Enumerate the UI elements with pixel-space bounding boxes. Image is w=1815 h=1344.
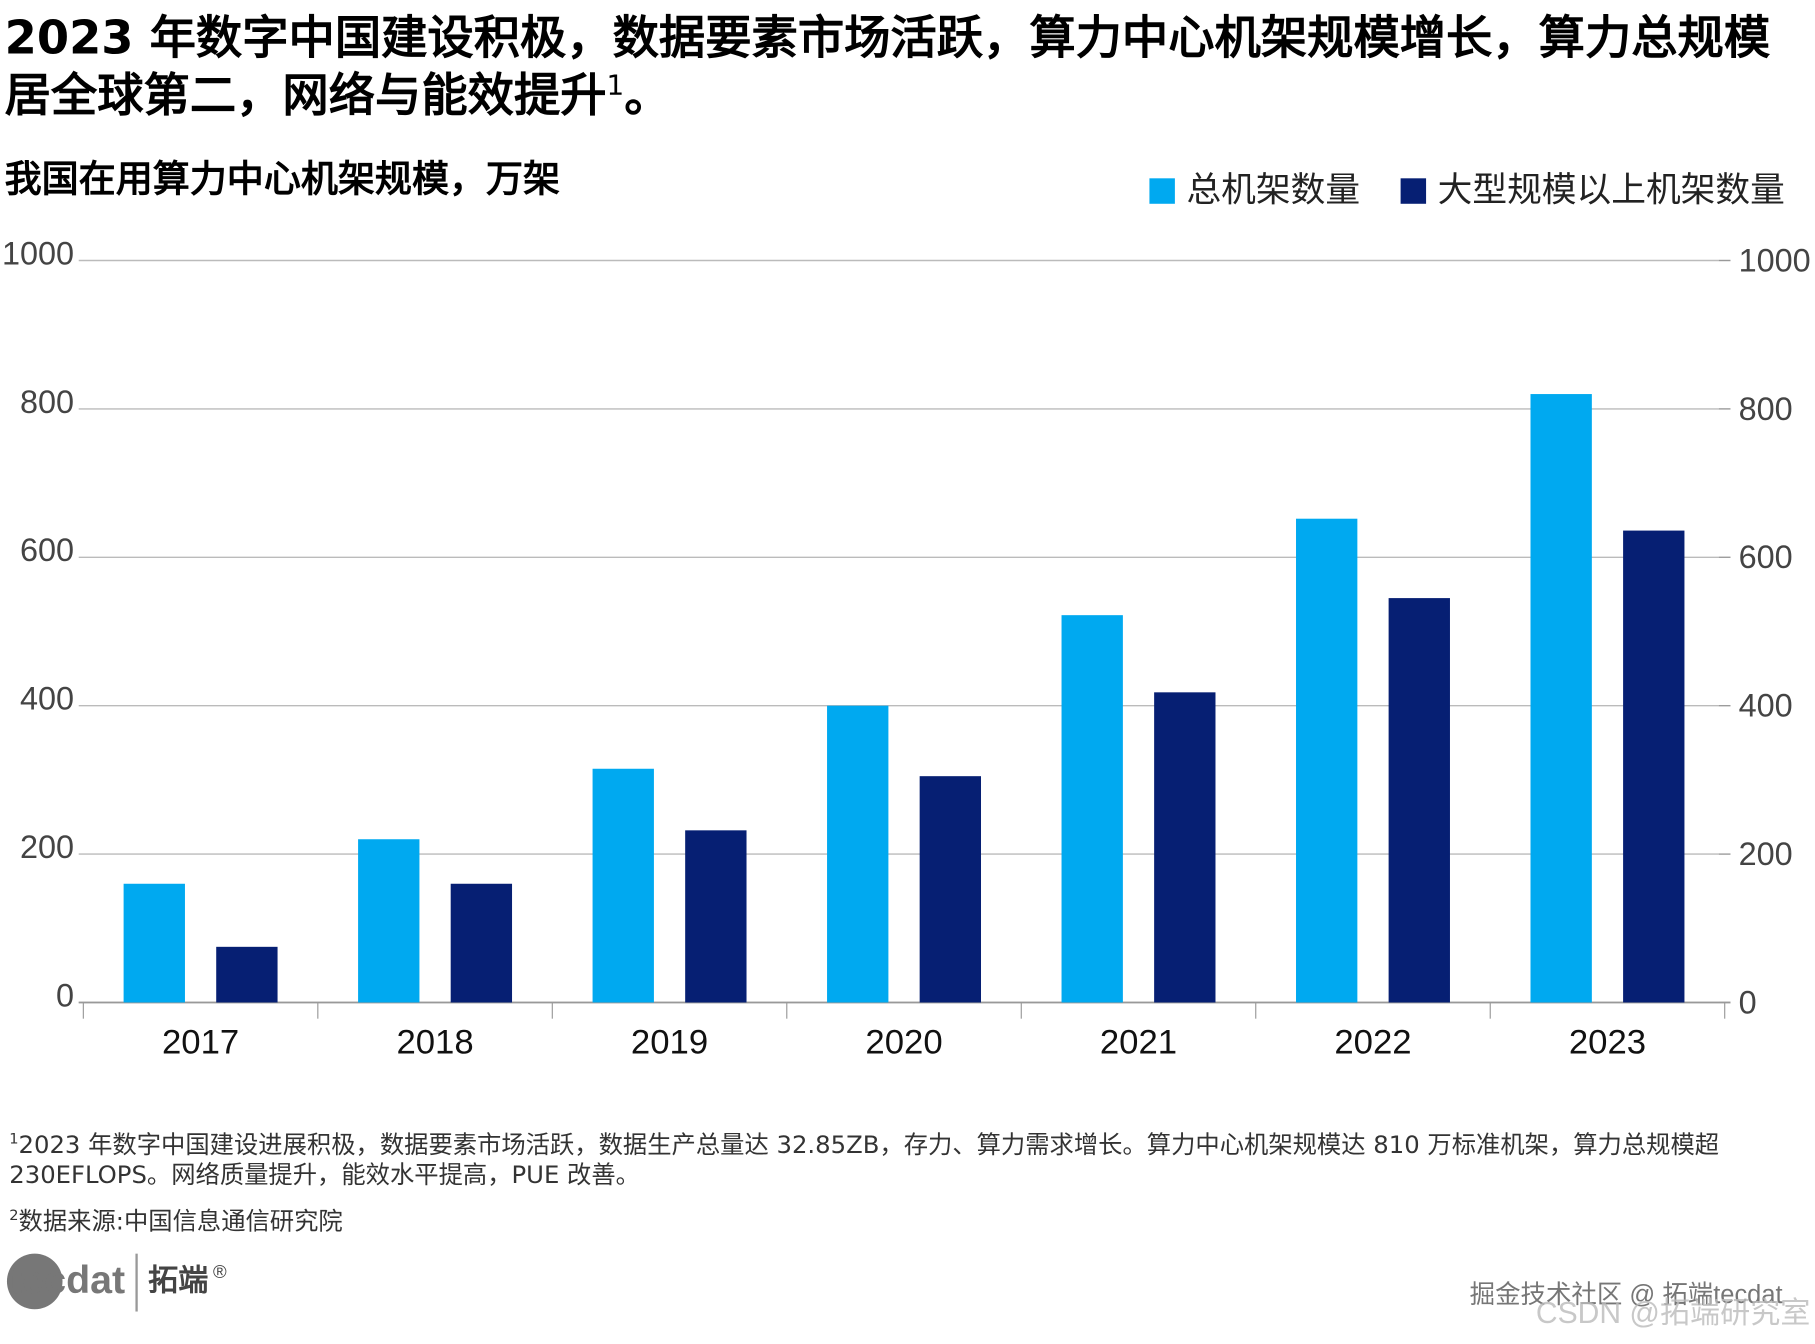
bar: [123, 883, 185, 1003]
footnote-sup: 1: [9, 1129, 19, 1148]
bar: [919, 776, 982, 1003]
x-tick-label: 2020: [865, 1023, 942, 1061]
x-tick-label: 2018: [396, 1023, 473, 1061]
bar: [216, 946, 278, 1003]
bar: [1061, 615, 1123, 1003]
y-tick-label: 200: [20, 829, 74, 865]
y2-tick-label: 800: [1739, 391, 1793, 427]
legend-swatch: [1400, 178, 1427, 204]
legend-swatch: [1149, 178, 1175, 204]
bar: [827, 705, 889, 1003]
x-tick-label: 2019: [631, 1023, 708, 1061]
watermark: 掘金技术社区 @ 拓端tecdat: [1470, 1281, 1783, 1309]
legend-label: 总机架数量: [1186, 170, 1360, 209]
y-tick-label: 800: [20, 384, 74, 420]
title-text: 2023 年数字中国建设积极，数据要素市场活跃，算力中心机架规模增长，算力总规模…: [4, 11, 1771, 123]
x-tick-label: 2023: [1569, 1023, 1646, 1061]
y-tick-label: 600: [20, 532, 74, 568]
footnote-text: 数据来源:中国信息通信研究院: [18, 1207, 343, 1236]
title-end: 。: [624, 69, 671, 123]
footnotes: 12023 年数字中国建设进展积极，数据要素市场活跃，数据生产总量达 32.85…: [9, 1130, 1797, 1236]
footnote: 2数据来源:中国信息通信研究院: [9, 1206, 1797, 1236]
x-tick-label: 2021: [1100, 1023, 1177, 1061]
footnote: 12023 年数字中国建设进展积极，数据要素市场活跃，数据生产总量达 32.85…: [9, 1130, 1797, 1190]
logo-circle: [6, 1253, 63, 1310]
logo-brand: tecdat: [9, 1258, 125, 1302]
logo-name: 拓端: [148, 1265, 208, 1298]
bar: [1154, 692, 1216, 1003]
bar: [1623, 530, 1685, 1003]
bar: [1530, 394, 1592, 1003]
chart-title: 2023 年数字中国建设积极，数据要素市场活跃，算力中心机架规模增长，算力总规模…: [5, 9, 1811, 125]
watermark: CSDN @拓端研究室: [1536, 1297, 1811, 1330]
y-tick-label: 400: [20, 681, 74, 717]
y-tick-label: 1000: [2, 235, 74, 271]
logo-mark: ®: [213, 1261, 227, 1282]
y2-tick-label: 400: [1739, 688, 1793, 724]
footnote-box: 12023 年数字中国建设进展积极，数据要素市场活跃，数据生产总量达 32.85…: [9, 1130, 1797, 1236]
bar: [1296, 518, 1358, 1003]
bar: [358, 839, 420, 1003]
footnote-sup: 2: [9, 1206, 19, 1224]
bar: [1388, 598, 1450, 1003]
y2-tick-label: 0: [1739, 984, 1757, 1020]
logo: tecdat 拓端 ®: [6, 1253, 227, 1312]
x-tick-label: 2017: [162, 1023, 239, 1061]
y2-tick-label: 1000: [1739, 242, 1811, 278]
y-tick-label: 0: [56, 977, 74, 1013]
bar: [450, 883, 513, 1003]
y2-tick-label: 600: [1739, 539, 1793, 575]
chart-subtitle: 我国在用算力中心机架规模，万架: [5, 158, 560, 200]
legend-label: 大型规模以上机架数量: [1438, 170, 1785, 209]
title-box: 2023 年数字中国建设积极，数据要素市场活跃，算力中心机架规模增长，算力总规模…: [5, 9, 1811, 125]
bar: [685, 830, 747, 1003]
bar: [592, 768, 654, 1003]
x-tick-label: 2022: [1334, 1023, 1411, 1061]
title-sup: 1: [606, 69, 625, 102]
y2-tick-label: 200: [1739, 836, 1793, 872]
footnote-text: 2023 年数字中国建设进展积极，数据要素市场活跃，数据生产总量达 32.85Z…: [9, 1130, 1720, 1189]
